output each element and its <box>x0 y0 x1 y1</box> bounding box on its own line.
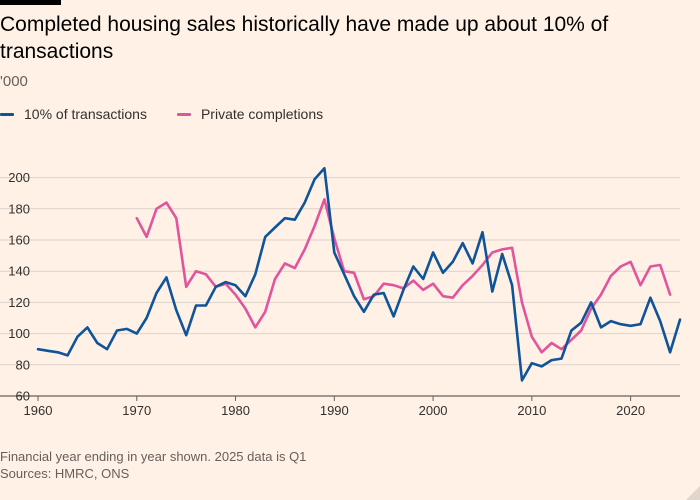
y-tick-label: 160 <box>8 233 30 248</box>
y-unit-label: '000 <box>0 73 28 90</box>
x-tick-label: 1990 <box>320 403 349 415</box>
legend: 10% of transactions Private completions <box>0 104 353 124</box>
y-tick-label: 80 <box>16 357 30 372</box>
legend-item-transactions: 10% of transactions <box>0 106 147 122</box>
footnote-note: Financial year ending in year shown. 202… <box>0 449 307 464</box>
y-tick-label: 140 <box>8 264 30 279</box>
x-tick-label: 2000 <box>419 403 448 415</box>
y-tick-label: 200 <box>8 170 30 185</box>
footnote-source: Sources: HMRC, ONS <box>0 466 130 481</box>
legend-label-completions: Private completions <box>200 106 324 122</box>
x-tick-label: 1980 <box>221 403 250 415</box>
legend-label-transactions: 10% of transactions <box>24 106 147 122</box>
corner-fold <box>686 486 700 500</box>
footnote: Financial year ending in year shown. 202… <box>0 448 306 482</box>
brand-bar <box>0 0 61 5</box>
chart-title: Completed housing sales historically hav… <box>0 13 609 63</box>
x-tick-label: 1960 <box>24 403 53 415</box>
series-line-transactions <box>36 166 682 382</box>
x-tick-label: 1970 <box>122 403 151 415</box>
legend-swatch-completions <box>176 112 191 116</box>
series-line-completions <box>135 198 672 354</box>
legend-item-completions: Private completions <box>176 106 324 122</box>
y-tick-label: 120 <box>8 295 30 310</box>
x-tick-label: 2010 <box>517 403 546 415</box>
x-tick-label: 2020 <box>616 403 645 415</box>
y-tick-label: 180 <box>8 201 30 216</box>
line-chart: 60 80 100 120 140 160 180 200 1960 1970 1980 1990 20… <box>0 166 682 415</box>
y-tick-label: 100 <box>8 326 30 341</box>
legend-swatch-transactions <box>0 112 14 116</box>
y-tick-label: 60 <box>16 389 30 404</box>
